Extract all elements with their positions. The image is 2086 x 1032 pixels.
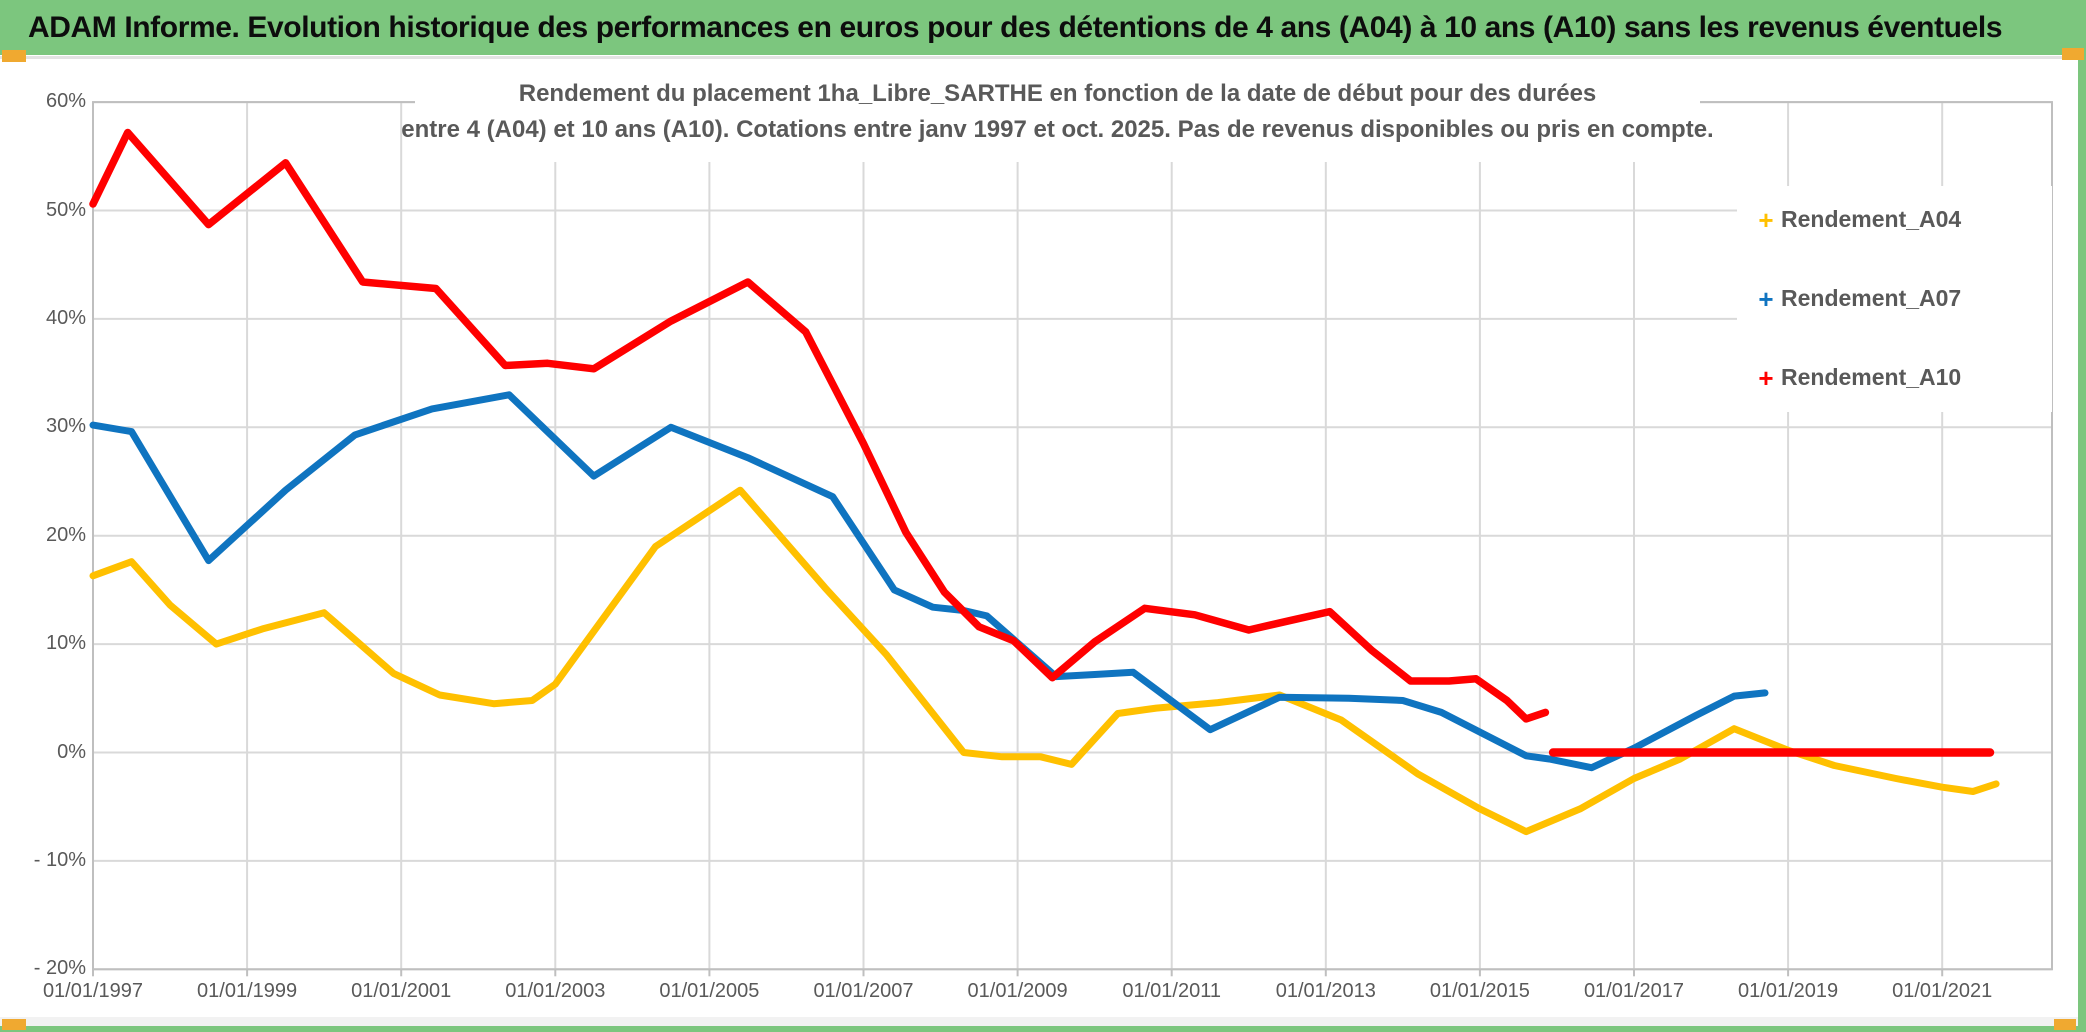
x-axis-tick-label: 01/01/1999 [162,980,332,1003]
legend-item-label: Rendement_A07 [1781,285,1961,312]
x-axis-tick-label: 01/01/1997 [8,980,178,1003]
y-axis-tick-label: 20% [0,524,86,547]
legend-item-label: Rendement_A04 [1781,206,1961,233]
x-axis-tick-label: 01/01/2003 [470,980,640,1003]
x-axis-tick-label: 01/01/2009 [933,980,1103,1003]
bottom-strip [0,1017,2086,1026]
x-axis-tick-label: 01/01/2001 [316,980,486,1003]
y-axis-tick-label: - 10% [0,849,86,872]
legend-item-label: Rendement_A10 [1781,364,1961,391]
series-line-rendement-a04[interactable] [93,490,1996,831]
legend-marker-icon: + [1751,365,1781,391]
y-axis-tick-label: 50% [0,199,86,222]
y-axis-tick-label: - 20% [0,957,86,980]
legend-marker-icon: + [1751,207,1781,233]
legend-item-rendement_a04[interactable]: +Rendement_A04 [1751,206,1961,233]
y-axis-tick-label: 10% [0,632,86,655]
bottom-edge-strip [0,1026,2086,1032]
legend-item-rendement_a07[interactable]: +Rendement_A07 [1751,285,1961,312]
y-axis-tick-label: 40% [0,307,86,330]
series-line-rendement-a10[interactable] [93,133,1545,719]
y-axis-tick-label: 60% [0,90,86,113]
x-axis-tick-label: 01/01/2005 [624,980,794,1003]
accent-bottom-left [2,1019,26,1030]
legend-item-rendement_a10[interactable]: +Rendement_A10 [1751,364,1961,391]
y-axis-tick-label: 30% [0,415,86,438]
legend-marker-icon: + [1751,286,1781,312]
x-axis-tick-label: 01/01/2015 [1395,980,1565,1003]
accent-bottom-right [2054,1019,2076,1030]
x-axis-tick-label: 01/01/2013 [1241,980,1411,1003]
chart-subtitle: Rendement du placement 1ha_Libre_SARTHE … [415,62,1700,162]
chart-legend: +Rendement_A04+Rendement_A07+Rendement_A… [1737,186,2052,412]
application-window: ADAM Informe. Evolution historique des p… [0,0,2086,1032]
chart-subtitle-line1: Rendement du placement 1ha_Libre_SARTHE … [519,76,1597,112]
x-axis-tick-label: 01/01/2021 [1857,980,2027,1003]
chart-subtitle-line2: entre 4 (A04) et 10 ans (A10). Cotations… [401,112,1713,148]
x-axis-tick-label: 01/01/2007 [779,980,949,1003]
right-edge-strip [2078,0,2086,1032]
y-axis-tick-label: 0% [0,741,86,764]
accent-top-right [2062,48,2084,60]
x-axis-tick-label: 01/01/2019 [1703,980,1873,1003]
x-axis-tick-label: 01/01/2011 [1087,980,1257,1003]
x-axis-tick-label: 01/01/2017 [1549,980,1719,1003]
accent-top-left [2,50,26,62]
